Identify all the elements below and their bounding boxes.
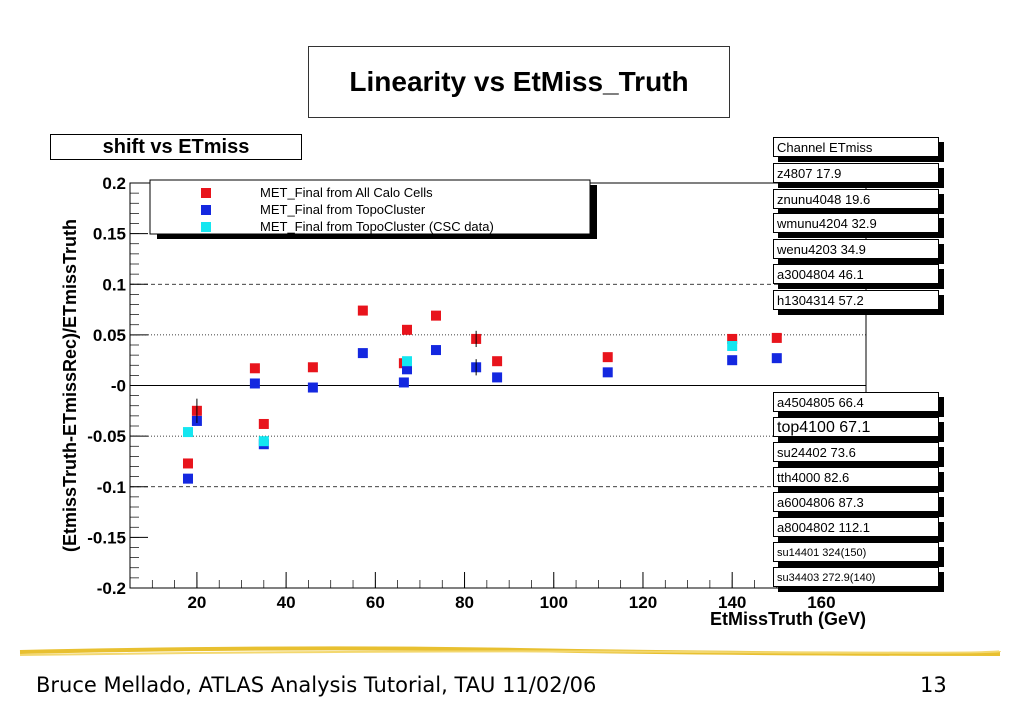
legend-label: MET_Final from All Calo Cells bbox=[260, 185, 433, 200]
chart-title: shift vs ETmiss bbox=[50, 134, 302, 160]
x-tick-label: 80 bbox=[455, 593, 474, 612]
channel-label: wenu4203 34.9 bbox=[773, 239, 939, 259]
channel-label: h1304314 57.2 bbox=[773, 290, 939, 310]
data-point-series-1 bbox=[307, 362, 318, 373]
x-tick-label: 160 bbox=[807, 593, 835, 612]
x-tick-label: 100 bbox=[540, 593, 568, 612]
channel-label: Channel ETmiss bbox=[773, 137, 939, 157]
y-tick-label: -0.2 bbox=[97, 579, 126, 598]
legend-box bbox=[149, 179, 591, 235]
x-axis-label: EtMissTruth (GeV) bbox=[710, 609, 866, 629]
channel-label: a3004804 46.1 bbox=[773, 264, 939, 284]
footer-text: Bruce Mellado, ATLAS Analysis Tutorial, … bbox=[36, 673, 597, 697]
channel-label: su24402 73.6 bbox=[773, 442, 939, 462]
y-tick-label: -0.1 bbox=[97, 478, 126, 497]
y-tick-label: -0.15 bbox=[87, 528, 126, 547]
data-point-series-3 bbox=[258, 436, 269, 447]
data-point-series-1 bbox=[182, 458, 193, 469]
data-point-series-1 bbox=[602, 352, 613, 363]
x-tick-label: 40 bbox=[277, 593, 296, 612]
data-point-series-2 bbox=[402, 364, 413, 375]
legend-label: MET_Final from TopoCluster bbox=[260, 202, 426, 217]
data-point-series-1 bbox=[357, 305, 368, 316]
x-tick-label: 20 bbox=[187, 593, 206, 612]
channel-label: tth4000 82.6 bbox=[773, 467, 939, 487]
y-axis-label: (EtmissTruth-ETmissRec)/ETmissTruth bbox=[60, 219, 80, 552]
data-point-series-2 bbox=[307, 382, 318, 393]
legend-marker bbox=[201, 222, 211, 232]
channel-label: a4504805 66.4 bbox=[773, 392, 939, 412]
y-tick-label: 0.1 bbox=[102, 275, 126, 294]
data-point-series-1 bbox=[258, 418, 269, 429]
data-point-series-2 bbox=[492, 372, 503, 383]
x-tick-label: 120 bbox=[629, 593, 657, 612]
x-tick-label: 60 bbox=[366, 593, 385, 612]
data-point-series-1 bbox=[727, 333, 738, 344]
data-point-series-2 bbox=[357, 348, 368, 359]
data-point-series-1 bbox=[249, 363, 260, 374]
channel-label: top4100 67.1 bbox=[773, 417, 939, 437]
y-tick-label: 0.2 bbox=[102, 174, 126, 193]
channel-label: su14401 324(150) bbox=[773, 542, 939, 562]
y-tick-label: 0.15 bbox=[93, 225, 126, 244]
data-point-series-3 bbox=[727, 341, 738, 352]
legend-marker bbox=[201, 188, 211, 198]
data-point-series-1 bbox=[771, 332, 782, 343]
x-tick-label: 140 bbox=[718, 593, 746, 612]
slide-title: Linearity vs EtMiss_Truth bbox=[308, 46, 730, 118]
channel-label: z4807 17.9 bbox=[773, 163, 939, 183]
data-point-series-1 bbox=[430, 310, 441, 321]
data-point-series-2 bbox=[771, 353, 782, 364]
data-point-series-2 bbox=[249, 378, 260, 389]
channel-label: a6004806 87.3 bbox=[773, 492, 939, 512]
channel-label: su34403 272.9(140) bbox=[773, 567, 939, 587]
y-tick-label: 0.05 bbox=[93, 326, 126, 345]
page-number: 13 bbox=[920, 673, 947, 697]
data-point-series-2 bbox=[398, 377, 409, 388]
y-tick-label: -0.05 bbox=[87, 427, 126, 446]
channel-label: znunu4048 19.6 bbox=[773, 189, 939, 209]
data-point-series-1 bbox=[492, 356, 503, 367]
legend-label: MET_Final from TopoCluster (CSC data) bbox=[260, 219, 494, 234]
data-point-series-3 bbox=[402, 356, 413, 367]
decorative-divider bbox=[19, 650, 1001, 656]
channel-label: a8004802 112.1 bbox=[773, 517, 939, 537]
data-point-series-3 bbox=[182, 427, 193, 438]
y-tick-label: -0 bbox=[111, 377, 126, 396]
legend-marker bbox=[201, 205, 211, 215]
data-point-series-2 bbox=[430, 345, 441, 356]
data-point-series-2 bbox=[182, 473, 193, 484]
data-point-series-1 bbox=[402, 324, 413, 335]
channel-label: wmunu4204 32.9 bbox=[773, 213, 939, 233]
data-point-series-2 bbox=[727, 355, 738, 366]
data-point-series-2 bbox=[602, 367, 613, 378]
